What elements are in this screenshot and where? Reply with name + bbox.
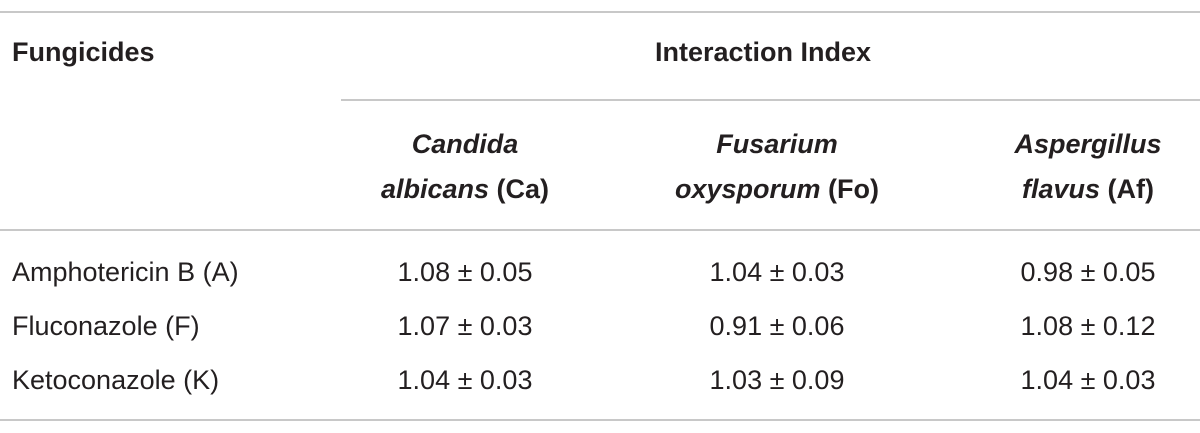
- abbr: (Fo): [828, 174, 880, 204]
- cell: 0.91 ± 0.06: [709, 311, 845, 341]
- cell: 1.04 ± 0.03: [397, 365, 533, 395]
- species: oxysporum: [674, 174, 821, 204]
- genus: Candida: [411, 129, 519, 159]
- abbr: (Ca): [496, 174, 550, 204]
- header-rule: [0, 229, 1200, 231]
- column-header: Fusarium oxysporum (Fo): [675, 122, 879, 212]
- cell: 1.03 ± 0.09: [709, 365, 845, 395]
- cell: 1.08 ± 0.12: [1020, 311, 1156, 341]
- cell: 1.04 ± 0.03: [1020, 365, 1156, 395]
- cell: 1.04 ± 0.03: [709, 257, 845, 287]
- cell: 1.07 ± 0.03: [397, 311, 533, 341]
- column-header: Candida albicans (Ca): [381, 122, 549, 212]
- bottom-rule: [0, 419, 1200, 421]
- top-rule: [0, 11, 1200, 13]
- row-label: Ketoconazole (K): [12, 365, 220, 395]
- cell: 0.98 ± 0.05: [1020, 257, 1156, 287]
- column-header: Aspergillus flavus (Af): [1014, 122, 1161, 212]
- genus: Fusarium: [716, 129, 838, 159]
- row-label: Fluconazole (F): [12, 311, 200, 341]
- abbr: (Af): [1107, 174, 1155, 204]
- row-label: Amphotericin B (A): [12, 257, 239, 287]
- species: flavus: [1021, 174, 1101, 204]
- group-header: Interaction Index: [654, 37, 872, 67]
- species: albicans: [380, 174, 490, 204]
- genus: Aspergillus: [1014, 129, 1162, 159]
- cell: 1.08 ± 0.05: [397, 257, 533, 287]
- group-rule: [341, 99, 1200, 101]
- row-header: Fungicides: [12, 37, 155, 67]
